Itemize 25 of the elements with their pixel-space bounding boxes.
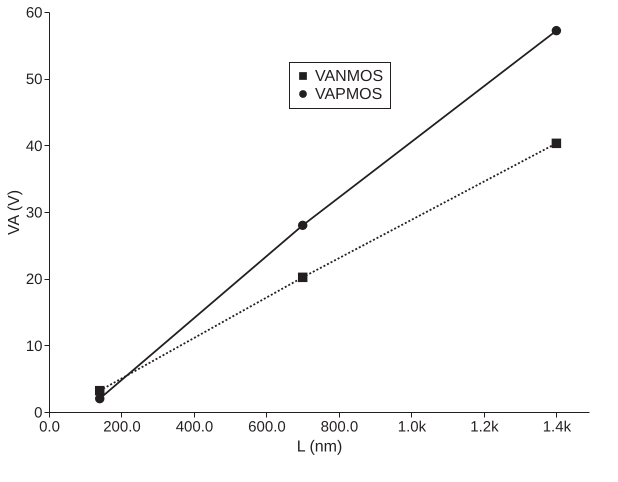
x-axis-title: L (nm) (296, 438, 342, 456)
y-axis-title: VA (V) (6, 190, 23, 236)
x-tick-label: 800.0 (320, 418, 358, 436)
point (94, 394, 104, 404)
x-tick-label: 1.2k (470, 418, 500, 436)
point (552, 26, 562, 36)
point (94, 386, 104, 396)
x-tick-label: 0.0 (39, 418, 60, 436)
y-tick-label: 60 (26, 4, 42, 22)
y-tick-label: 50 (26, 71, 42, 88)
point (298, 220, 308, 230)
y-tick-label: 30 (26, 204, 42, 222)
x-tick-label: 1.0k (398, 418, 427, 436)
x-tick-label: 200.0 (103, 418, 141, 436)
y-tick-label: 40 (26, 138, 42, 155)
x-tick-label: 1.4k (542, 418, 572, 436)
point (552, 138, 562, 148)
y-tick-label: 10 (26, 338, 42, 355)
y-tick-label: 0 (34, 404, 42, 422)
legend-label: VAPMOS (315, 86, 382, 103)
x-tick-label: 400.0 (176, 418, 214, 436)
y-tick-label: 20 (26, 271, 42, 288)
point (298, 272, 308, 282)
x-tick-label: 600.0 (248, 418, 286, 436)
legend-label: VANMOS (315, 68, 384, 85)
